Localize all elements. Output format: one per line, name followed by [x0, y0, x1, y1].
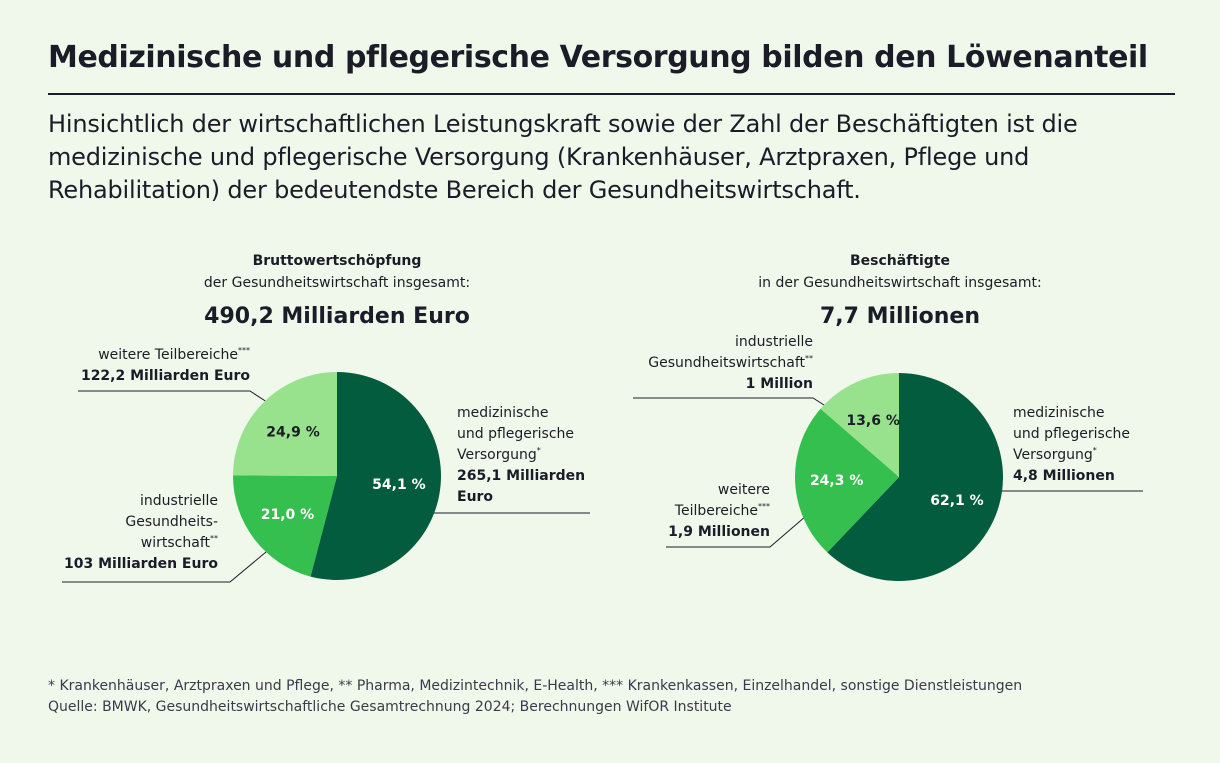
chart2-value-label-medizinische-und-pflegerische-versorgung: 62,1 % — [930, 493, 983, 509]
chart2-label-medizinische: medizinische und pflegerische Versorgung… — [1013, 405, 1131, 484]
chart1-subtitle: der Gesundheitswirtschaft insgesamt: — [203, 275, 471, 291]
chart1-total: 490,2 Milliarden Euro — [204, 304, 470, 329]
page-title: Medizinische und pflegerische Versorgung… — [48, 40, 1148, 75]
source-note: Quelle: BMWK, Gesundheitswirtschaftliche… — [48, 699, 732, 715]
chart2-label-industrielle: industrielle Gesundheitswirtschaft** 1 M… — [648, 334, 813, 392]
chart1-header: Bruttowertschöpfung der Gesundheitswirts… — [97, 250, 577, 332]
chart1-value-label-weitere-teilbereiche: 24,9 % — [266, 425, 319, 441]
chart1-label-weitere: weitere Teilbereiche*** 122,2 Milliarden… — [80, 346, 250, 385]
chart1-label-medizinische: medizinische und pflegerische Versorgung… — [457, 405, 586, 505]
chart1-title: Bruttowertschöpfung — [252, 253, 422, 269]
chart1-pie: 54,1 % 21,0 % 24,9 % — [233, 371, 441, 580]
leader-c2-industrielle — [633, 397, 836, 413]
leader-c1-weitere — [78, 390, 271, 405]
chart2-subtitle: in der Gesundheitswirtschaft insgesamt: — [758, 275, 1042, 291]
chart2-total: 7,7 Millionen — [819, 304, 981, 329]
leader-c2-weitere — [666, 515, 807, 548]
chart2-slice-weitere-teilbereiche — [794, 408, 899, 553]
chart1-label-industrielle: industrielle Gesundheits- wirtschaft** 1… — [64, 493, 218, 572]
chart2-pie: 62,1 % 24,3 % 13,6 % — [794, 373, 1003, 581]
chart2-label-weitere: weitere Teilbereiche*** 1,9 Millionen — [668, 482, 770, 540]
chart2-slice-industrielle-gesundheitswirtschaft — [820, 373, 899, 477]
title-divider — [48, 93, 1175, 95]
chart1-slice-medizinische-und-pflegerische-versorgung — [310, 372, 441, 580]
chart1-slice-industrielle-gesundheitswirtschaft — [233, 475, 337, 577]
chart2-value-label-weitere-teilbereiche: 24,3 % — [810, 473, 863, 489]
footnote-markers: * Krankenhäuser, Arztpraxen und Pflege, … — [48, 678, 1023, 694]
chart2-title: Beschäftigte — [849, 253, 950, 269]
chart2-header: Beschäftigte in der Gesundheitswirtschaf… — [660, 250, 1140, 332]
chart2-slice-medizinische-und-pflegerische-versorgung — [827, 373, 1003, 581]
chart1-value-label-industrielle-gesundheitswirtschaft: 21,0 % — [261, 507, 314, 523]
intro-text: Hinsichtlich der wirtschaftlichen Leistu… — [48, 110, 1078, 204]
leader-c1-industrielle — [62, 541, 279, 583]
footnotes: * Krankenhäuser, Arztpraxen und Pflege, … — [48, 676, 1188, 718]
chart1-slice-weitere-teilbereiche — [233, 371, 337, 476]
chart1-value-label-medizinische-und-pflegerische-versorgung: 54,1 % — [372, 477, 425, 493]
chart2-value-label-industrielle-gesundheitswirtschaft: 13,6 % — [846, 413, 899, 429]
